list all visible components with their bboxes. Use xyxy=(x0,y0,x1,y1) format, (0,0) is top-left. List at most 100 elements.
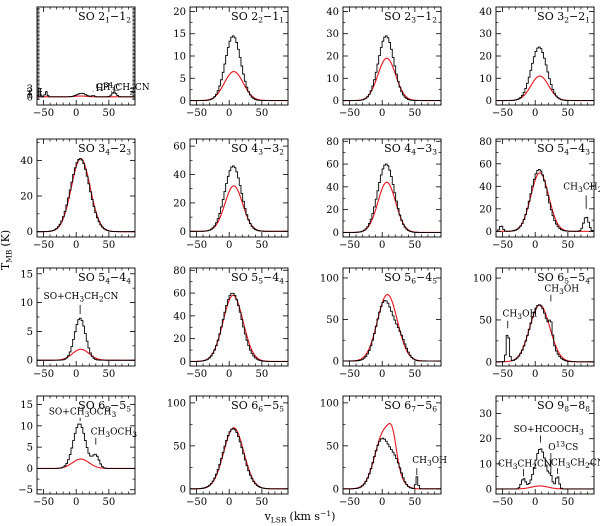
title-main: SO 4 xyxy=(384,142,411,155)
title-sub-1: 4 xyxy=(564,148,569,157)
panel-title: SO 44−33 xyxy=(384,142,437,157)
y-tick-label: 20 xyxy=(326,205,339,216)
y-tick-label: 40 xyxy=(479,7,492,18)
y-tick-label: 40 xyxy=(479,182,492,193)
annotation-label: CH3OH xyxy=(544,284,579,296)
x-tick-label: −50 xyxy=(186,497,207,508)
y-tick-label: 40 xyxy=(326,7,339,18)
annotation-label: H34C xyxy=(96,80,120,94)
title-sub-1: 4 xyxy=(105,148,110,157)
x-tick-label: 50 xyxy=(255,369,268,380)
annotation-sub: 3 xyxy=(85,410,90,419)
y-tick-label: −5 xyxy=(18,485,33,496)
annotation-part: CH xyxy=(84,292,99,302)
y-tick-label: 60 xyxy=(173,142,186,153)
title-main: SO 5 xyxy=(537,142,564,155)
annotation-sup: 34 xyxy=(104,80,114,89)
annotation-sub: 3 xyxy=(105,430,110,439)
annotation-sub: 3 xyxy=(427,459,432,468)
annotation-part: OH xyxy=(522,310,537,320)
title-dash: −5 xyxy=(110,399,126,412)
annotation-label: CH3CH2CN xyxy=(498,459,552,471)
title-main: SO 2 xyxy=(231,10,258,23)
x-tick-label: 0 xyxy=(379,369,385,380)
annotation-part: SO+CH xyxy=(49,408,85,418)
annotation-part: OH xyxy=(564,284,579,294)
title-sub-1: 3 xyxy=(258,148,263,157)
title-dash: −5 xyxy=(569,271,585,284)
x-tick-label: 50 xyxy=(408,369,421,380)
x-tick-label: 50 xyxy=(561,369,574,380)
x-tick-label: 0 xyxy=(73,369,79,380)
y-tick-label: 0 xyxy=(180,227,186,238)
y-tick-label: 0 xyxy=(27,227,33,238)
x-tick-label: −50 xyxy=(33,497,54,508)
y-tick-label: 0 xyxy=(27,92,33,103)
panel-title: SO 54−44 xyxy=(78,271,131,286)
y-tick-label: 10 xyxy=(20,298,33,309)
y-tick-label: 0 xyxy=(486,96,492,107)
x-tick-label: 50 xyxy=(408,108,421,119)
title-sub-1: 1 xyxy=(105,16,110,25)
y-tick-label: 0 xyxy=(333,484,339,495)
y-tick-label: 80 xyxy=(173,266,186,277)
panel-frame xyxy=(495,267,595,367)
panel-title: SO 65−54 xyxy=(537,271,590,286)
model-spectrum-line xyxy=(190,71,288,102)
model-spectrum-line xyxy=(343,181,441,233)
annotation-sub: 3 xyxy=(513,462,518,471)
title-sub-2: 3 xyxy=(126,148,131,157)
title-dash: −4 xyxy=(569,142,585,155)
panel-title: SO 54−43 xyxy=(537,142,590,157)
annotation-part: CH xyxy=(91,427,106,437)
x-tick-label: 50 xyxy=(255,497,268,508)
annotation-sub: 3 xyxy=(578,185,583,194)
panel-title: SO 55−44 xyxy=(231,271,284,286)
y-tick-label: 20 xyxy=(173,334,186,345)
annotation-part: SO+HCOOCH xyxy=(514,425,579,435)
x-tick-label: −50 xyxy=(186,108,207,119)
x-tick-label: 50 xyxy=(102,369,115,380)
annotation-part: CN xyxy=(590,459,600,469)
annotation-sub: 3 xyxy=(559,287,564,296)
annotation-sub: 3 xyxy=(566,461,571,470)
y-tick-label: 60 xyxy=(326,160,339,171)
y-tick-label: 80 xyxy=(326,137,339,148)
model-spectrum-line xyxy=(496,75,594,102)
panel-title: SO 56−45 xyxy=(384,271,437,286)
y-tick-label: 0 xyxy=(486,227,492,238)
title-dash: −2 xyxy=(569,10,585,23)
y-tick-label: 60 xyxy=(479,159,492,170)
panel-title: SO 67−56 xyxy=(384,399,437,414)
title-sub-1: 4 xyxy=(411,148,416,157)
panel-frame xyxy=(342,138,442,238)
annotation-part: SO+CH xyxy=(44,292,80,302)
panel-frame xyxy=(36,138,136,238)
observed-spectrum-line xyxy=(190,292,288,362)
y-tick-label: 1 xyxy=(27,90,33,101)
y-tick-label: 20 xyxy=(479,204,492,215)
panel-frame xyxy=(189,138,289,238)
y-tick-label: 5 xyxy=(180,74,186,85)
x-tick-label: −50 xyxy=(339,497,360,508)
y-axis-label: TMB(K) xyxy=(0,230,14,270)
panel-title: SO 43−32 xyxy=(231,142,284,157)
panel-title: SO 66−55 xyxy=(231,399,284,414)
model-spectrum-line xyxy=(496,485,594,490)
y-tick-label: 10 xyxy=(479,74,492,85)
title-sub-1: 2 xyxy=(258,16,263,25)
y-tick-label: 100 xyxy=(320,273,339,284)
title-sub-2: 5 xyxy=(126,405,131,414)
annotation-part: O xyxy=(548,443,555,453)
y-tick-label: 20 xyxy=(173,7,186,18)
observed-spectrum-line xyxy=(496,304,594,363)
title-sub-2: 4 xyxy=(585,277,590,286)
